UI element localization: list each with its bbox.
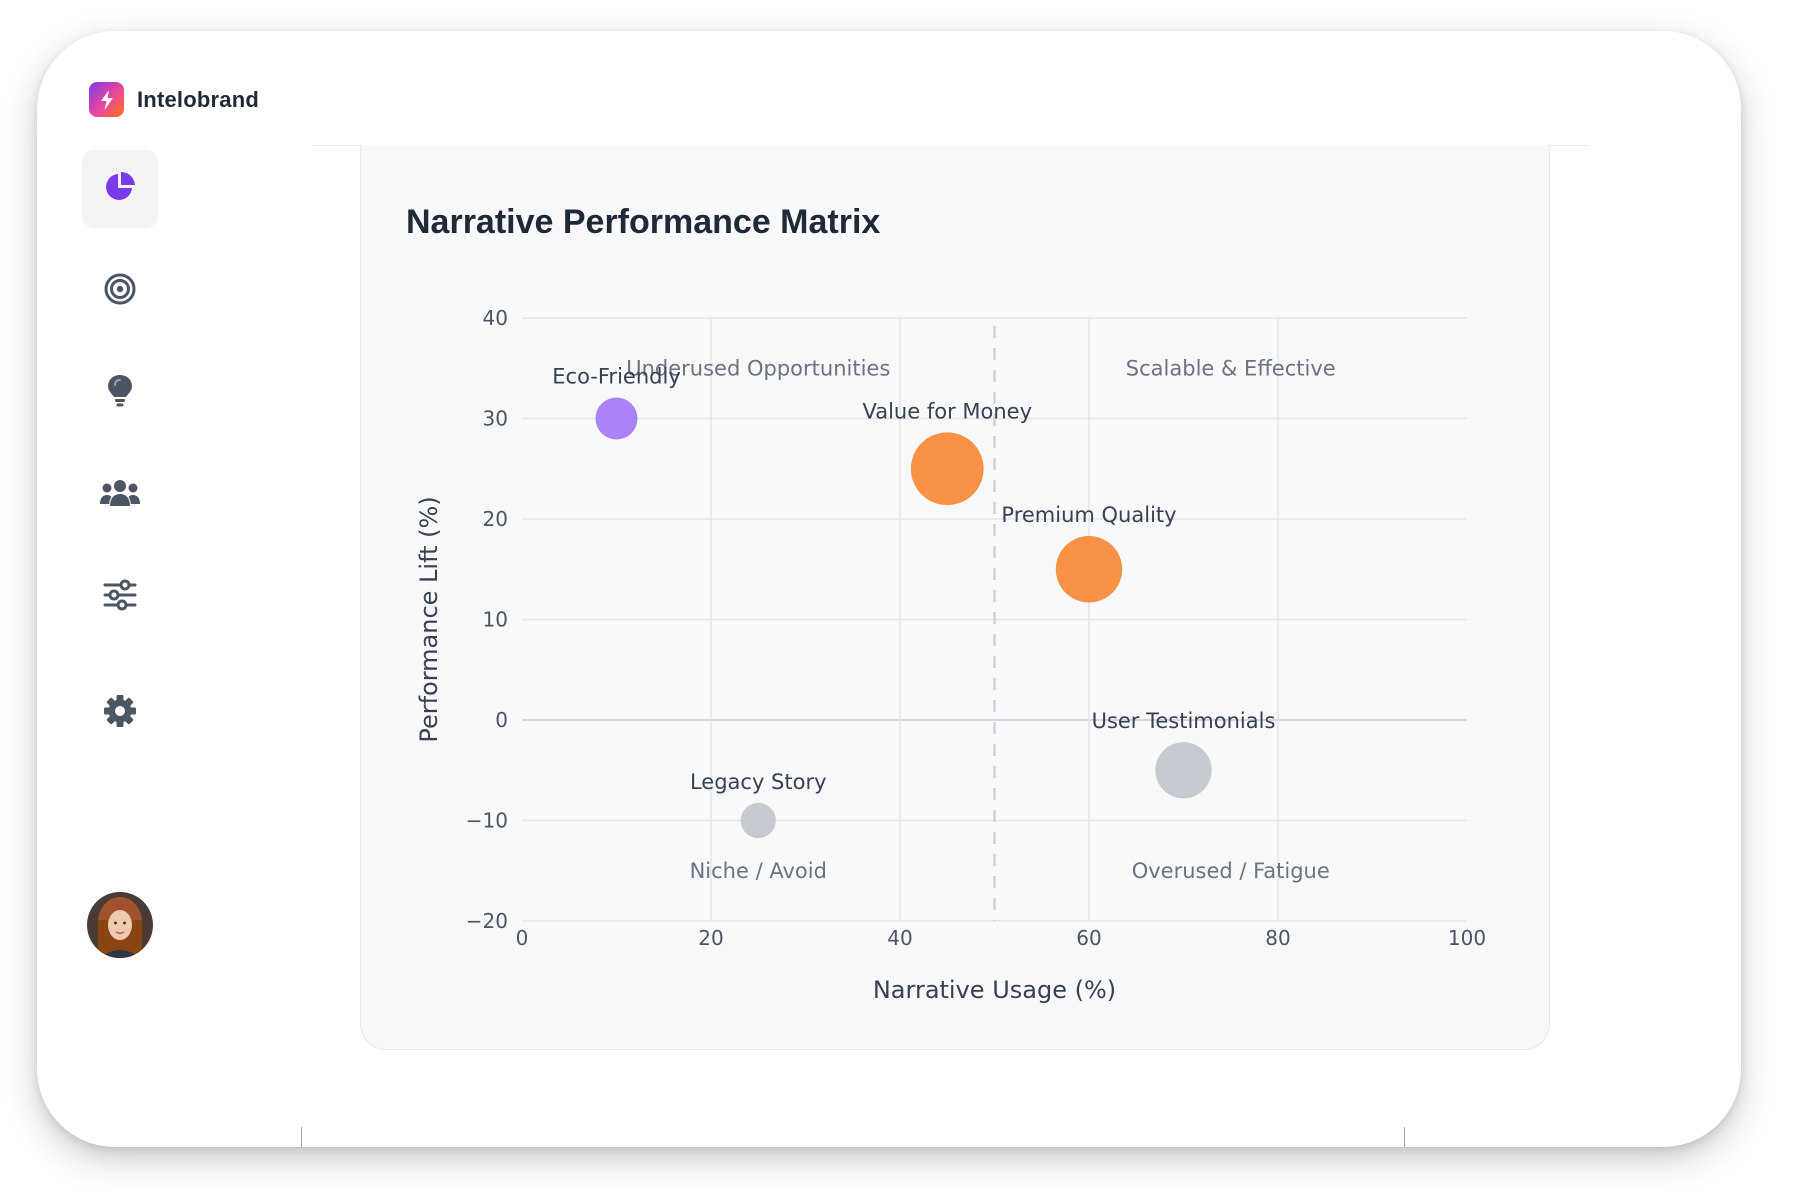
x-tick-label: 20 xyxy=(698,926,723,950)
sliders-icon xyxy=(102,578,138,617)
x-tick-label: 40 xyxy=(887,926,912,950)
bubble-label: Value for Money xyxy=(862,399,1032,423)
app-window: Intelobrand xyxy=(37,31,1741,1147)
y-tick-label: 40 xyxy=(483,306,508,330)
y-tick-label: 30 xyxy=(483,407,508,431)
y-tick-label: 20 xyxy=(483,507,508,531)
gear-icon xyxy=(103,694,137,733)
y-tick-label: −10 xyxy=(466,809,508,833)
pie-chart-icon xyxy=(103,170,137,209)
y-tick-label: 0 xyxy=(495,708,508,732)
x-tick-label: 100 xyxy=(1448,926,1486,950)
bubble-point xyxy=(910,432,984,506)
bubble-point xyxy=(1055,536,1123,603)
bubble-point xyxy=(1155,742,1212,799)
x-tick-label: 60 xyxy=(1076,926,1101,950)
quadrant-label: Underused Opportunities xyxy=(626,356,890,380)
sidebar-item-insights[interactable] xyxy=(82,354,158,432)
lightbulb-icon xyxy=(105,373,135,414)
sidebar-item-dashboard[interactable] xyxy=(82,150,158,228)
chart-card: Narrative Performance Matrix −20 −10 0 10 20… xyxy=(360,145,1550,1050)
user-avatar[interactable] xyxy=(87,892,153,958)
sidebar-item-audience[interactable] xyxy=(82,456,158,534)
bubble-label: Eco-Friendly xyxy=(552,365,680,389)
bubble-label: Legacy Story xyxy=(690,770,827,794)
target-icon xyxy=(103,272,137,311)
card-title: Narrative Performance Matrix xyxy=(406,203,881,241)
app-logo[interactable]: Intelobrand xyxy=(89,82,259,117)
quadrant-label: Scalable & Effective xyxy=(1126,356,1336,380)
x-tick-label: 80 xyxy=(1265,926,1290,950)
bottom-frame xyxy=(301,1127,1405,1147)
y-axis-title: Performance Lift (%) xyxy=(415,496,443,742)
x-axis-title: Narrative Usage (%) xyxy=(873,976,1116,1004)
bubble-point xyxy=(740,802,776,839)
app-name: Intelobrand xyxy=(137,86,259,112)
quadrant-label: Niche / Avoid xyxy=(690,859,827,883)
sidebar-item-filters[interactable] xyxy=(82,558,158,636)
users-icon xyxy=(99,477,141,514)
bubble-label: User Testimonials xyxy=(1092,709,1276,733)
y-tick-label: 10 xyxy=(483,608,508,632)
narrative-performance-chart: −20 −10 0 10 20 30 40 0 20 40 60 80 100 Narrative Usa… xyxy=(415,306,1486,1004)
sidebar-item-goals[interactable] xyxy=(82,252,158,330)
x-tick-label: 0 xyxy=(516,926,529,950)
y-tick-label: −20 xyxy=(466,909,508,933)
quadrant-label: Overused / Fatigue xyxy=(1132,859,1330,883)
bubble-label: Premium Quality xyxy=(1001,503,1176,527)
bubble-point xyxy=(595,397,638,440)
lightning-bolt-icon xyxy=(89,82,124,117)
sidebar-item-settings[interactable] xyxy=(82,674,158,752)
